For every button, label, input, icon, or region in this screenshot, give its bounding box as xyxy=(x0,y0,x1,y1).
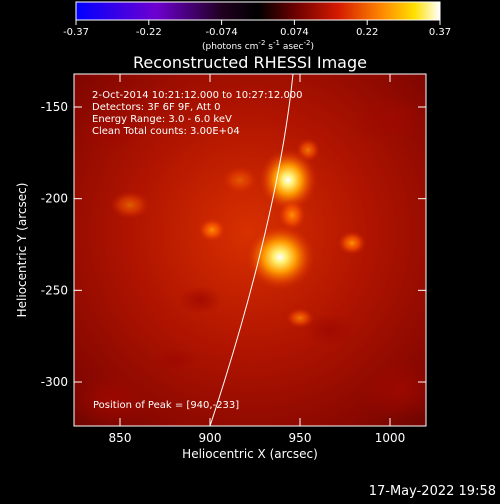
peak-position-label: Position of Peak = [940,-233] xyxy=(93,400,239,411)
plot-frame xyxy=(73,73,427,427)
colorbar-tick-label: -0.22 xyxy=(136,27,162,38)
x-tick-label: 950 xyxy=(289,431,312,445)
x-axis-title: Heliocentric X (arcsec) xyxy=(182,447,318,461)
colorbar-tick-label: -0.074 xyxy=(205,27,237,38)
y-tick-label: -300 xyxy=(41,375,68,389)
colorbar-gradient xyxy=(75,1,441,21)
y-tick-label: -250 xyxy=(41,283,68,297)
colorbar: -0.37 -0.22 -0.074 0.074 0.22 0.37 (photons c… xyxy=(63,1,451,52)
solar-image xyxy=(74,74,426,426)
info-line-energy: Energy Range: 3.0 - 6.0 keV xyxy=(92,114,232,125)
colorbar-unit-label: (photons cm-2 s-1 asec-2) xyxy=(202,39,314,52)
x-tick-label: 900 xyxy=(199,431,222,445)
info-line-time: 2-Oct-2014 10:21:12.000 to 10:27:12.000 xyxy=(92,90,303,101)
x-tick-label: 1000 xyxy=(375,431,406,445)
footer-timestamp: 17-May-2022 19:58 xyxy=(369,484,496,499)
y-tick-label: -200 xyxy=(41,192,68,206)
colorbar-tick-label: 0.074 xyxy=(280,27,309,38)
solar-limb-line xyxy=(209,74,294,426)
colorbar-tick-label: -0.37 xyxy=(63,27,89,38)
plot-title: Reconstructed RHESSI Image xyxy=(133,53,367,72)
colorbar-tick-label: 0.37 xyxy=(429,27,451,38)
observation-info: 2-Oct-2014 10:21:12.000 to 10:27:12.000 … xyxy=(92,90,303,137)
y-tick-label: -150 xyxy=(41,100,68,114)
x-tick-label: 850 xyxy=(109,431,132,445)
y-axis: -150 -200 -250 -300 xyxy=(41,100,426,389)
info-line-detectors: Detectors: 3F 6F 9F, Att 0 xyxy=(92,102,220,113)
info-line-clean: Clean Total counts: 3.00E+04 xyxy=(92,126,240,137)
colorbar-tick-label: 0.22 xyxy=(356,27,378,38)
y-axis-title: Heliocentric Y (arcsec) xyxy=(15,183,29,318)
x-axis: 850 900 950 1000 xyxy=(109,74,406,445)
